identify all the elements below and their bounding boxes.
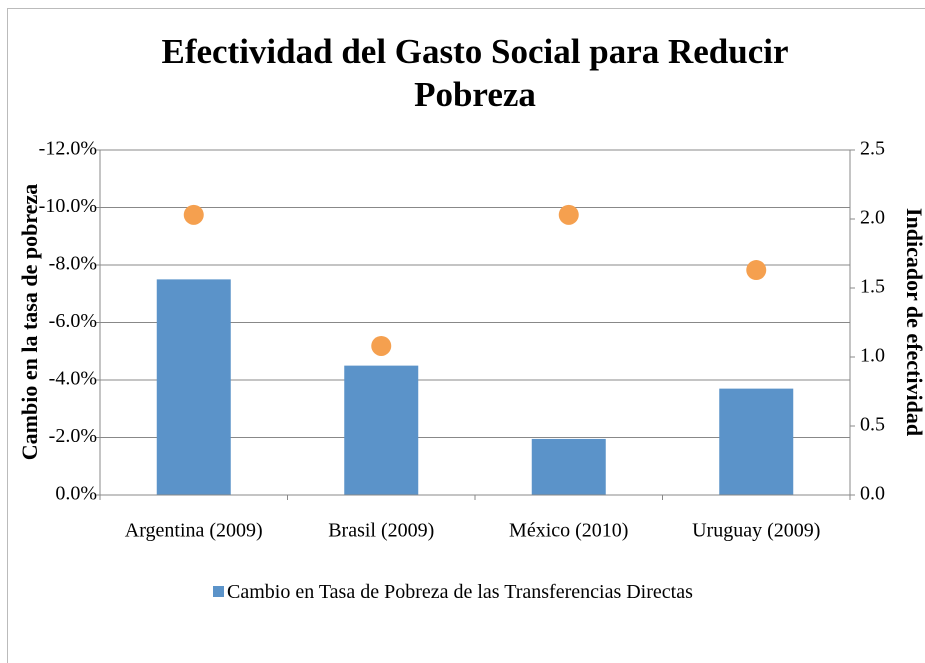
chart-title: Efectividad del Gasto Social para Reduci… <box>161 32 789 114</box>
y2-axis-title: Indicador de efectividad <box>902 208 925 436</box>
y-tick-label: -8.0% <box>49 253 97 275</box>
y-tick-label: -6.0% <box>49 310 97 332</box>
y2-tick-label: 1.0 <box>860 345 885 367</box>
y-tick-label: -10.0% <box>39 195 97 217</box>
x-tick-label: Uruguay (2009) <box>692 520 820 542</box>
point <box>746 260 767 281</box>
x-tick-label: Argentina (2009) <box>125 520 263 542</box>
y-tick-label: -12.0% <box>39 138 97 160</box>
bar <box>156 279 231 495</box>
y-tick-label: 0.0% <box>55 483 97 505</box>
x-tick-label: México (2010) <box>509 520 628 542</box>
y-tick-label: -2.0% <box>49 425 97 447</box>
bar <box>719 388 794 495</box>
legend: Cambio en Tasa de Pobreza de las Transfe… <box>213 578 773 607</box>
bar <box>344 365 419 495</box>
legend-label: Cambio en Tasa de Pobreza de las Transfe… <box>227 581 693 603</box>
y2-tick-label: 0.0 <box>860 483 885 505</box>
y-tick-label: -4.0% <box>49 368 97 390</box>
point <box>183 204 204 225</box>
point <box>371 335 392 356</box>
y2-tick-label: 2.5 <box>860 138 885 160</box>
x-tick-label: Brasil (2009) <box>328 520 434 542</box>
y2-tick-label: 1.5 <box>860 276 885 298</box>
y2-tick-label: 2.0 <box>860 207 885 229</box>
bar <box>531 438 606 495</box>
chart-frame <box>7 8 925 663</box>
point <box>558 204 579 225</box>
legend-swatch <box>213 586 224 597</box>
y2-tick-label: 0.5 <box>860 414 885 436</box>
y-axis-title: Cambio en la tasa de pobreza <box>17 184 42 460</box>
